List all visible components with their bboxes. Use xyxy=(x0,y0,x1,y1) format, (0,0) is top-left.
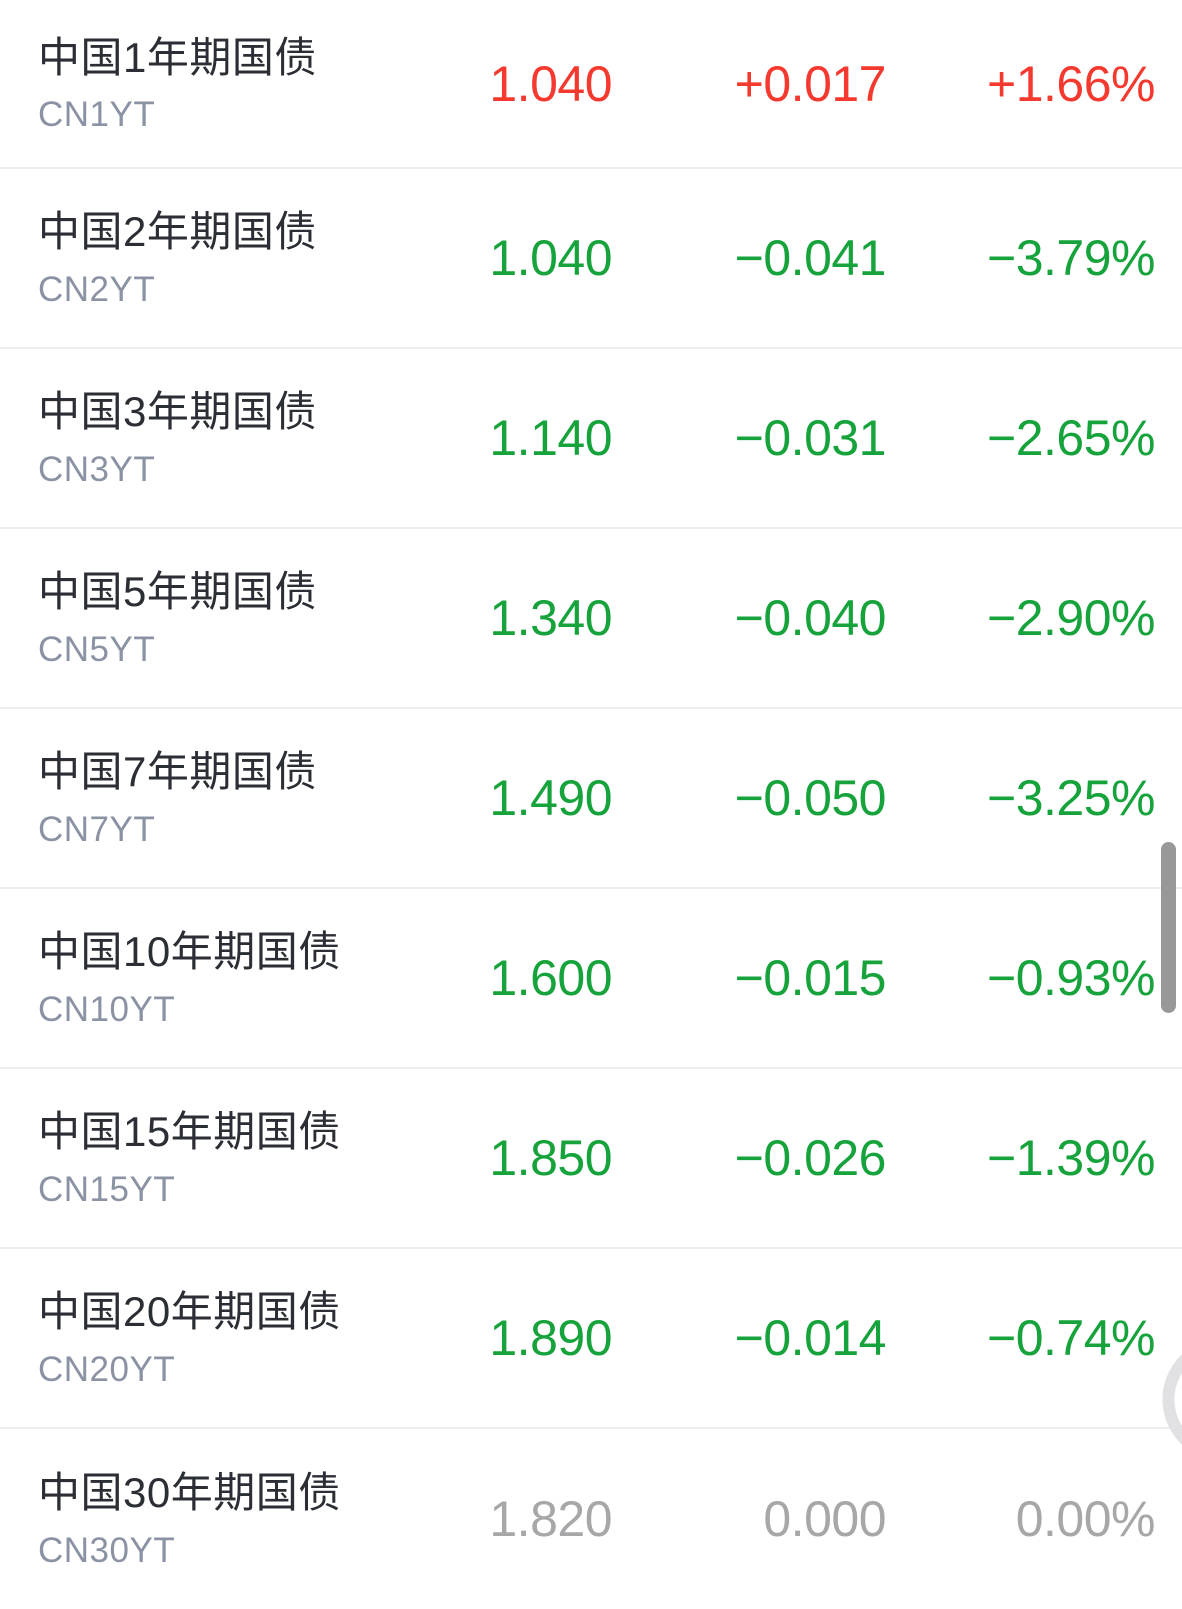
bond-title-block: 中国5年期国债 CN5YT xyxy=(38,568,442,669)
bond-title-block: 中国30年期国债 CN30YT xyxy=(38,1469,442,1570)
bond-yield-value: 1.600 xyxy=(489,950,612,1006)
bond-ticker: CN10YT xyxy=(38,989,176,1029)
bond-ticker: CN15YT xyxy=(38,1169,176,1209)
bond-change-percent: −2.65% xyxy=(987,410,1155,466)
bond-ticker: CN5YT xyxy=(38,629,156,669)
bond-ticker: CN3YT xyxy=(38,449,156,489)
bond-yield-value: 1.340 xyxy=(489,590,612,646)
bond-title-block: 中国7年期国债 CN7YT xyxy=(38,748,442,849)
bond-change: −0.050 xyxy=(734,770,887,826)
bond-name: 中国1年期国债 xyxy=(38,33,317,81)
bond-change-percent: −0.93% xyxy=(987,950,1155,1006)
bond-change: −0.014 xyxy=(734,1310,887,1366)
bond-title-block: 中国20年期国债 CN20YT xyxy=(38,1288,442,1389)
table-row[interactable]: 中国7年期国债 CN7YT 1.490 −0.050 −3.25% xyxy=(0,709,1182,889)
bond-title-block: 中国10年期国债 CN10YT xyxy=(38,928,442,1029)
bond-change-percent: −2.90% xyxy=(987,590,1155,646)
bond-ticker: CN7YT xyxy=(38,809,156,849)
bond-change-percent: 0.00% xyxy=(1015,1491,1156,1547)
bond-name: 中国3年期国债 xyxy=(38,388,317,436)
bond-yield-value: 1.040 xyxy=(489,230,612,286)
scrollbar-thumb[interactable] xyxy=(1161,842,1176,1013)
bond-title-block: 中国2年期国债 CN2YT xyxy=(38,208,442,309)
table-row[interactable]: 中国5年期国债 CN5YT 1.340 −0.040 −2.90% xyxy=(0,529,1182,709)
bond-ticker: CN1YT xyxy=(38,95,156,135)
bond-yield-value: 1.140 xyxy=(489,410,612,466)
bond-yield-value: 1.820 xyxy=(489,1491,612,1547)
bond-name: 中国7年期国债 xyxy=(38,748,317,796)
bond-title-block: 中国3年期国债 CN3YT xyxy=(38,388,442,489)
bond-name: 中国5年期国债 xyxy=(38,568,317,616)
bond-change: +0.017 xyxy=(734,55,887,112)
bond-title-block: 中国1年期国债 CN1YT xyxy=(38,33,442,135)
bond-name: 中国10年期国债 xyxy=(38,928,341,976)
bond-name: 中国2年期国债 xyxy=(38,208,317,256)
bond-change-percent: −3.25% xyxy=(987,770,1155,826)
bond-name: 中国15年期国债 xyxy=(38,1108,341,1156)
table-row[interactable]: 中国3年期国债 CN3YT 1.140 −0.031 −2.65% xyxy=(0,349,1182,529)
table-row[interactable]: 中国1年期国债 CN1YT 1.040 +0.017 +1.66% xyxy=(0,0,1182,169)
bond-ticker: CN2YT xyxy=(38,269,156,309)
bond-change-percent: −1.39% xyxy=(987,1130,1155,1186)
bond-title-block: 中国15年期国债 CN15YT xyxy=(38,1108,442,1209)
bond-change: −0.026 xyxy=(734,1130,887,1186)
bond-change-percent: −0.74% xyxy=(987,1310,1155,1366)
table-row[interactable]: 中国2年期国债 CN2YT 1.040 −0.041 −3.79% xyxy=(0,169,1182,349)
bond-name: 中国30年期国债 xyxy=(38,1469,341,1517)
bond-name: 中国20年期国债 xyxy=(38,1288,341,1336)
bond-change: −0.041 xyxy=(734,230,887,286)
bond-yield-value: 1.850 xyxy=(489,1130,612,1186)
bond-change: −0.015 xyxy=(734,950,887,1006)
bond-change: −0.031 xyxy=(734,410,887,466)
table-row[interactable]: 中国30年期国债 CN30YT 1.820 0.000 0.00% xyxy=(0,1429,1182,1609)
bond-change-percent: +1.66% xyxy=(987,55,1155,112)
bond-yield-value: 1.040 xyxy=(489,55,612,112)
bond-ticker: CN30YT xyxy=(38,1530,176,1570)
table-row[interactable]: 中国10年期国债 CN10YT 1.600 −0.015 −0.93% xyxy=(0,889,1182,1069)
table-row[interactable]: 中国20年期国债 CN20YT 1.890 −0.014 −0.74% xyxy=(0,1249,1182,1429)
bond-yield-value: 1.490 xyxy=(489,770,612,826)
bond-change: 0.000 xyxy=(763,1491,886,1547)
bond-ticker: CN20YT xyxy=(38,1349,176,1389)
bond-change: −0.040 xyxy=(734,590,887,646)
bond-change-percent: −3.79% xyxy=(987,230,1155,286)
table-row[interactable]: 中国15年期国债 CN15YT 1.850 −0.026 −1.39% xyxy=(0,1069,1182,1249)
bond-yield-value: 1.890 xyxy=(489,1310,612,1366)
